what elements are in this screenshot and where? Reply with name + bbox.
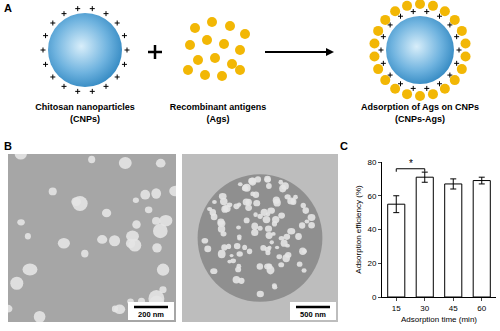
svg-text:Adsorption of Ags on CNPs: Adsorption of Ags on CNPs	[361, 102, 479, 112]
svg-text:(CNPs): (CNPs)	[70, 114, 100, 124]
svg-text:Recombinant antigens: Recombinant antigens	[170, 102, 267, 112]
svg-text:200 nm: 200 nm	[138, 310, 164, 319]
svg-text:15: 15	[392, 304, 401, 313]
svg-text:*: *	[409, 158, 413, 169]
svg-text:C: C	[340, 140, 348, 152]
svg-text:60: 60	[477, 304, 486, 313]
svg-text:Chitosan nanoparticles: Chitosan nanoparticles	[35, 102, 135, 112]
svg-text:Adsorption time (min): Adsorption time (min)	[401, 315, 477, 324]
svg-text:(Ags): (Ags)	[207, 114, 230, 124]
svg-text:(CNPs-Ags): (CNPs-Ags)	[395, 114, 445, 124]
svg-text:45: 45	[449, 304, 458, 313]
svg-text:30: 30	[420, 304, 429, 313]
svg-text:80: 80	[367, 158, 376, 167]
svg-text:500 nm: 500 nm	[300, 310, 326, 319]
svg-text:B: B	[4, 140, 12, 152]
svg-text:A: A	[4, 2, 12, 14]
svg-text:0: 0	[372, 293, 377, 302]
svg-text:20: 20	[367, 259, 376, 268]
svg-text:40: 40	[367, 225, 376, 234]
svg-text:60: 60	[367, 192, 376, 201]
svg-text:Adsorption efficiency (%): Adsorption efficiency (%)	[354, 185, 363, 274]
